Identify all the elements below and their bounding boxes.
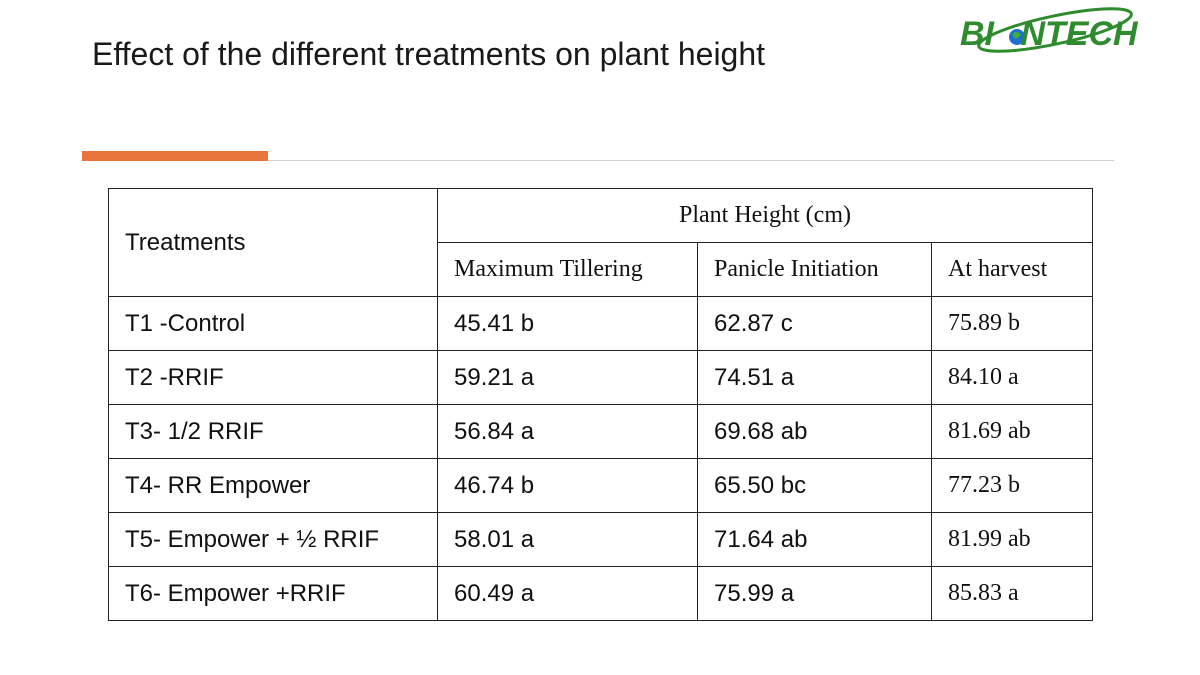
treatments-header: Treatments (108, 188, 438, 297)
maximum-tillering-cell: 45.41 b (437, 296, 698, 351)
logo-swoosh (977, 7, 1133, 53)
maximum-tillering-cell: 58.01 a (437, 512, 698, 567)
panicle-initiation-cell: 65.50 bc (697, 458, 932, 513)
treatment-cell: T6- Empower +RRIF (108, 566, 438, 621)
panicle-initiation-cell: 71.64 ab (697, 512, 932, 567)
panicle-initiation-cell: 74.51 a (697, 350, 932, 405)
column-header-maximum-tillering: Maximum Tillering (437, 242, 698, 297)
maximum-tillering-cell: 59.21 a (437, 350, 698, 405)
treatment-cell: T3- 1/2 RRIF (108, 404, 438, 459)
at-harvest-cell: 81.99 ab (931, 512, 1093, 567)
table-row: T4- RR Empower 46.74 b 65.50 bc 77.23 b (108, 458, 1093, 513)
at-harvest-cell: 81.69 ab (931, 404, 1093, 459)
treatment-cell: T1 -Control (108, 296, 438, 351)
table-row: T6- Empower +RRIF 60.49 a 75.99 a 85.83 … (108, 566, 1093, 621)
panicle-initiation-cell: 75.99 a (697, 566, 932, 621)
plant-height-group-header: Plant Height (cm) (437, 188, 1093, 243)
accent-bar (82, 151, 268, 161)
table-row: T2 -RRIF 59.21 a 74.51 a 84.10 a (108, 350, 1093, 405)
at-harvest-cell: 77.23 b (931, 458, 1093, 513)
at-harvest-cell: 84.10 a (931, 350, 1093, 405)
header-row-1: Treatments Plant Height (cm) (108, 188, 1093, 297)
maximum-tillering-cell: 46.74 b (437, 458, 698, 513)
logo-text: BIONTECH (960, 15, 1139, 53)
treatment-cell: T2 -RRIF (108, 350, 438, 405)
panicle-initiation-cell: 69.68 ab (697, 404, 932, 459)
table-row: T1 -Control 45.41 b 62.87 c 75.89 b (108, 296, 1093, 351)
at-harvest-cell: 75.89 b (931, 296, 1093, 351)
plant-height-table: Treatments Plant Height (cm) Maximum Til… (108, 188, 1093, 621)
maximum-tillering-cell: 56.84 a (437, 404, 698, 459)
panicle-initiation-cell: 62.87 c (697, 296, 932, 351)
maximum-tillering-cell: 60.49 a (437, 566, 698, 621)
treatment-cell: T5- Empower + ½ RRIF (108, 512, 438, 567)
table-row: T5- Empower + ½ RRIF 58.01 a 71.64 ab 81… (108, 512, 1093, 567)
table-row: T3- 1/2 RRIF 56.84 a 69.68 ab 81.69 ab (108, 404, 1093, 459)
column-header-at-harvest: At harvest (931, 242, 1093, 297)
divider-line (268, 160, 1114, 161)
at-harvest-cell: 85.83 a (931, 566, 1093, 621)
biontech-logo: BIONTECH (960, 7, 1139, 53)
treatment-cell: T4- RR Empower (108, 458, 438, 513)
column-header-panicle-initiation: Panicle Initiation (697, 242, 932, 297)
slide-title: Effect of the different treatments on pl… (92, 36, 766, 72)
